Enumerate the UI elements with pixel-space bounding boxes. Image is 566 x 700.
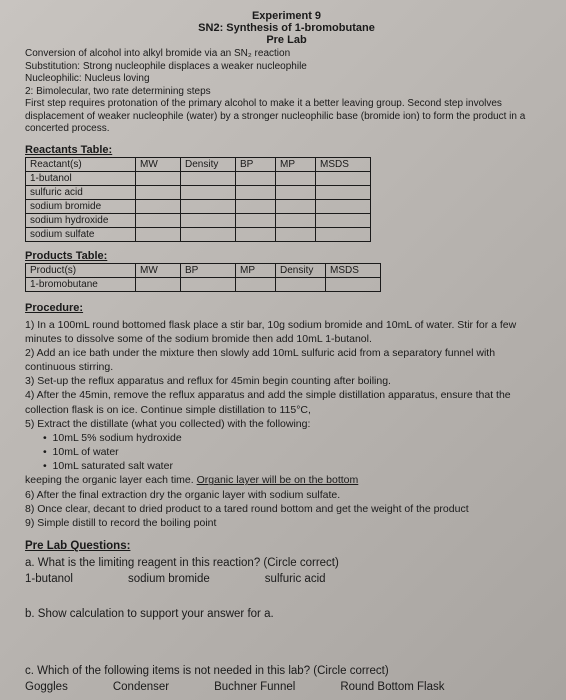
table-cell — [276, 199, 316, 213]
table-cell — [316, 199, 371, 213]
table-cell — [236, 213, 276, 227]
keep-text: keeping the organic layer each time. — [25, 474, 197, 486]
table-cell — [236, 185, 276, 199]
intro-line: Nucleophilic: Nucleus loving — [25, 73, 548, 86]
table-header-cell: MSDS — [316, 157, 371, 171]
procedure-step: 1) In a 100mL round bottomed flask place… — [25, 318, 548, 346]
table-header-cell: Reactant(s) — [26, 157, 136, 171]
question-c: c. Which of the following items is not n… — [25, 663, 548, 680]
intro-line: Conversion of alcohol into alkyl bromide… — [25, 48, 548, 61]
table-cell — [236, 171, 276, 185]
bullet-text: 10mL 5% sodium hydroxide — [53, 432, 182, 444]
table-cell — [316, 185, 371, 199]
table-header-cell: BP — [236, 157, 276, 171]
option: sodium bromide — [128, 571, 210, 588]
table-cell — [181, 277, 236, 291]
questions-block: Pre Lab Questions: a. What is the limiti… — [25, 538, 548, 696]
table-cell — [326, 277, 381, 291]
option: sulfuric acid — [265, 571, 326, 588]
table-cell — [236, 227, 276, 241]
table-cell — [136, 171, 181, 185]
procedure-step: 8) Once clear, decant to dried product t… — [25, 502, 548, 516]
option: Buchner Funnel — [214, 679, 295, 696]
intro-line: 2: Bimolecular, two rate determining ste… — [25, 86, 548, 99]
table-cell — [136, 213, 181, 227]
bullet-text: 10mL of water — [53, 446, 119, 458]
table-cell — [236, 277, 276, 291]
question-a: a. What is the limiting reagent in this … — [25, 555, 548, 572]
table-header-cell: MP — [276, 157, 316, 171]
reactants-table: Reactant(s)MWDensityBPMPMSDS 1-butanolsul… — [25, 157, 371, 242]
table-cell — [316, 227, 371, 241]
table-header-cell: MSDS — [326, 263, 381, 277]
table-cell — [316, 213, 371, 227]
table-cell: sodium bromide — [26, 199, 136, 213]
bullet-text: 10mL saturated salt water — [53, 460, 173, 472]
table-header-cell: BP — [181, 263, 236, 277]
procedure-bullet: • 10mL 5% sodium hydroxide — [43, 431, 548, 445]
table-cell — [276, 171, 316, 185]
table-cell: sulfuric acid — [26, 185, 136, 199]
table-cell — [236, 199, 276, 213]
table-cell — [136, 277, 181, 291]
intro-line: First step requires protonation of the p… — [25, 98, 548, 136]
prelab-label: Pre Lab — [25, 34, 548, 46]
procedure-bullet: • 10mL saturated salt water — [43, 459, 548, 473]
table-cell — [181, 199, 236, 213]
table-header-cell: Density — [276, 263, 326, 277]
table-cell — [181, 213, 236, 227]
procedure-bullet: • 10mL of water — [43, 445, 548, 459]
procedure-keep: keeping the organic layer each time. Org… — [25, 473, 548, 487]
table-cell — [136, 185, 181, 199]
table-header-cell: Density — [181, 157, 236, 171]
table-cell — [136, 227, 181, 241]
table-cell — [181, 185, 236, 199]
experiment-number: Experiment 9 — [25, 10, 548, 22]
table-cell: sodium sulfate — [26, 227, 136, 241]
intro-line: Substitution: Strong nucleophile displac… — [25, 61, 548, 74]
option: 1-butanol — [25, 571, 73, 588]
option: Round Bottom Flask — [340, 679, 444, 696]
question-c-options: Goggles Condenser Buchner Funnel Round B… — [25, 679, 548, 696]
table-header-cell: MP — [236, 263, 276, 277]
table-cell — [181, 171, 236, 185]
questions-heading: Pre Lab Questions: — [25, 538, 548, 555]
question-b: b. Show calculation to support your answ… — [25, 606, 548, 623]
table-cell — [276, 227, 316, 241]
products-table: Product(s)MWBPMPDensityMSDS 1-bromobutane — [25, 263, 381, 292]
table-header-cell: Product(s) — [26, 263, 136, 277]
intro-block: Conversion of alcohol into alkyl bromide… — [25, 48, 548, 136]
procedure-step: 4) After the 45min, remove the reflux ap… — [25, 388, 548, 416]
table-cell — [181, 227, 236, 241]
procedure-block: 1) In a 100mL round bottomed flask place… — [25, 318, 548, 531]
procedure-step: 2) Add an ice bath under the mixture the… — [25, 346, 548, 374]
table-cell — [276, 213, 316, 227]
products-heading: Products Table: — [25, 250, 548, 262]
table-cell: sodium hydroxide — [26, 213, 136, 227]
table-header-cell: MW — [136, 157, 181, 171]
keep-underline: Organic layer will be on the bottom — [197, 474, 359, 486]
procedure-step: 5) Extract the distillate (what you coll… — [25, 417, 548, 431]
procedure-step: 9) Simple distill to record the boiling … — [25, 516, 548, 530]
table-cell — [276, 277, 326, 291]
procedure-step: 3) Set-up the reflux apparatus and reflu… — [25, 374, 548, 388]
table-header-cell: MW — [136, 263, 181, 277]
option: Condenser — [113, 679, 169, 696]
reactants-heading: Reactants Table: — [25, 144, 548, 156]
experiment-title: SN2: Synthesis of 1-bromobutane — [25, 22, 548, 34]
option: Goggles — [25, 679, 68, 696]
table-cell: 1-butanol — [26, 171, 136, 185]
question-a-options: 1-butanol sodium bromide sulfuric acid — [25, 571, 548, 588]
table-cell — [316, 171, 371, 185]
table-cell — [276, 185, 316, 199]
table-cell: 1-bromobutane — [26, 277, 136, 291]
procedure-step: 6) After the final extraction dry the or… — [25, 488, 548, 502]
table-cell — [136, 199, 181, 213]
procedure-heading: Procedure: — [25, 302, 548, 314]
